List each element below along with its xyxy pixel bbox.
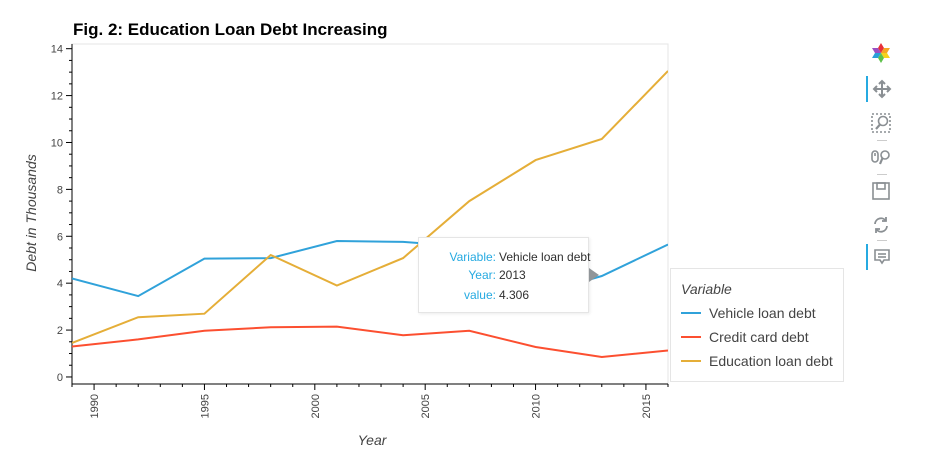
x-tick-label: 1990 [89,394,101,418]
y-tick-label: 0 [57,372,63,384]
x-tick-label: 1995 [199,394,211,418]
x-tick-label: 2010 [531,394,543,418]
legend-swatch [681,336,701,338]
legend-label: Credit card debt [709,329,809,345]
tooltip-key: Variable: [449,250,496,264]
y-axis-label: Debt in Thousands [23,154,39,272]
y-tick-label: 2 [57,325,63,337]
hover-icon[interactable] [866,244,896,270]
toolbar-separator [877,240,887,241]
legend-item-credit[interactable]: Credit card debt [681,327,809,347]
chart-title: Fig. 2: Education Loan Debt Increasing [73,20,388,39]
legend-label: Education loan debt [709,353,833,369]
bokeh-logo-icon[interactable] [866,40,896,66]
tooltip-arrow [589,268,599,282]
legend-title: Variable [681,281,732,297]
legend-item-education[interactable]: Education loan debt [681,351,833,371]
y-tick-label: 4 [57,278,63,290]
legend-swatch [681,360,701,362]
y-tick-label: 10 [51,137,63,149]
x-tick-label: 2015 [641,394,653,418]
x-tick-label: 2000 [310,394,322,418]
legend-label: Vehicle loan debt [709,305,816,321]
y-tick-label: 6 [57,231,63,243]
wheel-zoom-icon[interactable] [866,144,896,170]
save-icon[interactable] [866,178,896,204]
plot-frame [71,43,669,385]
x-tick-label: 2005 [420,394,432,418]
box-zoom-icon[interactable] [866,110,896,136]
tooltip-value: Vehicle loan debt [499,250,591,264]
x-axis-label: Year [358,432,388,448]
tooltip-value: 4.306 [499,288,530,302]
y-tick-label: 12 [51,91,63,103]
tooltip-key: Year: [468,268,496,282]
legend: Variable Vehicle loan debt Credit card d… [670,268,844,382]
legend-swatch [681,312,701,314]
y-tick-label: 14 [51,44,63,56]
series-line-2 [72,70,668,344]
toolbar-separator [877,174,887,175]
plot-toolbar [866,40,896,280]
toolbar-separator [877,140,887,141]
series-line-1 [72,325,668,359]
hover-tooltip: Variable: Vehicle loan debt Year: 2013 v… [418,237,591,313]
tooltip-key: value: [463,288,496,302]
pan-icon[interactable] [866,76,896,102]
tooltip-value: 2013 [499,268,526,282]
reset-icon[interactable] [866,212,896,238]
y-tick-label: 8 [57,184,63,196]
legend-item-vehicle[interactable]: Vehicle loan debt [681,303,816,323]
